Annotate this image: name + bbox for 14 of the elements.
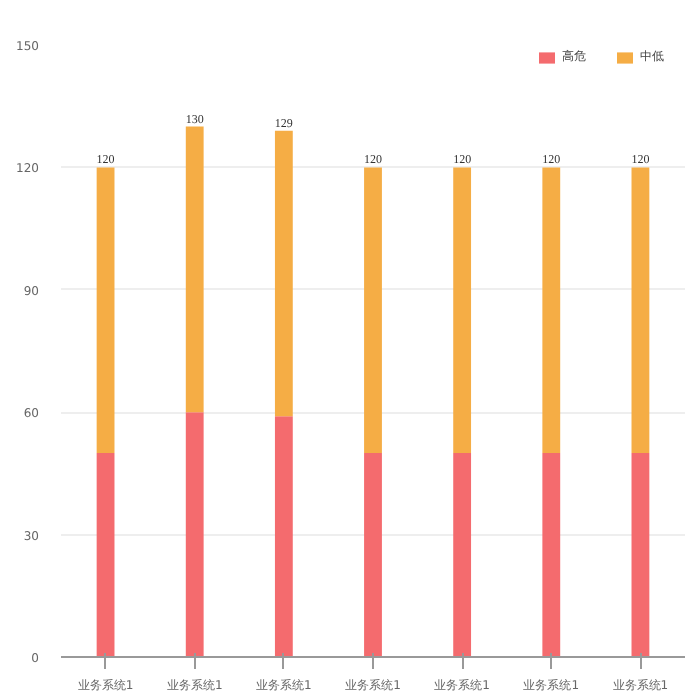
bar bbox=[96, 167, 115, 453]
bar bbox=[96, 453, 115, 657]
bar bbox=[185, 412, 204, 657]
bar bbox=[364, 167, 382, 453]
bar bbox=[631, 453, 650, 657]
bar bbox=[631, 167, 650, 453]
bar bbox=[453, 167, 472, 453]
bar bbox=[274, 416, 293, 657]
bar bbox=[364, 453, 382, 657]
bar bbox=[542, 453, 561, 657]
bar bbox=[542, 167, 561, 453]
bar bbox=[453, 453, 472, 657]
bar bbox=[274, 130, 293, 417]
bar bbox=[185, 126, 204, 413]
